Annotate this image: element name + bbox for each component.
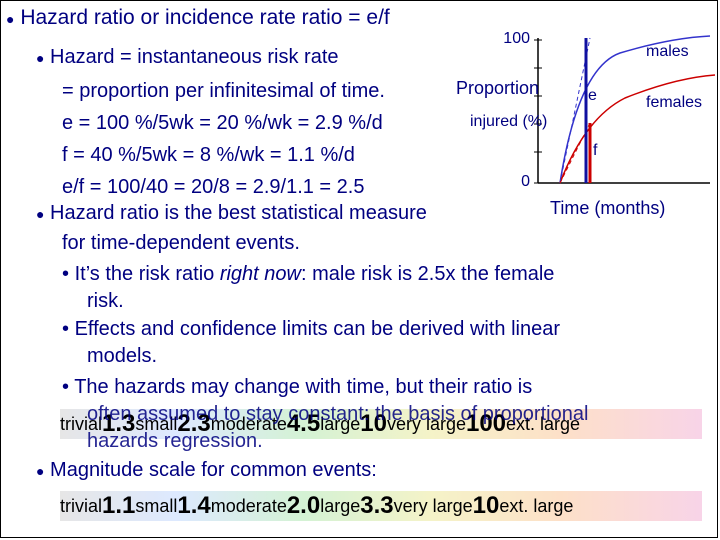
bullet-hazard-ratio: ● Hazard ratio is the best statistical m… [36,202,427,225]
magnitude-scale-common: trivial 1.1 small 1.4 moderate 2.0 large 3.3 ver… [60,491,702,521]
sub-bullet-risk-ratio: • It’s the risk ratio right now: male ri… [62,263,554,286]
scale-category: small [135,495,178,516]
scale-category: very large [386,413,466,434]
hazards-change-text: The hazards may change with time, but th… [74,376,533,398]
scale-threshold: 2.0 [286,492,321,519]
scale-threshold: 10 [472,492,500,519]
ratio-line: e/f = 100/40 = 20/8 = 2.9/1.1 = 2.5 [62,176,365,198]
bullet-magnitude: ● Magnitude scale for common events: [36,459,377,482]
y-label-1: Proportion [456,78,539,98]
risk-ratio-rest: : male risk is 2.5x the female [300,263,555,285]
magnitude-scale-ratio: trivial 1.3 small 2.3 moderate 4.5 large 10 very… [60,409,702,439]
right-now-text: right now [219,263,301,285]
scale-threshold: 1.3 [102,410,136,437]
e-label: e [588,87,597,104]
males-label: males [646,43,689,60]
sub-bullet-effects: • Effects and confidence limits can be d… [62,318,560,341]
scale-category: very large [393,495,473,516]
models-line: models. [87,345,158,367]
scale-category: trivial [60,413,103,434]
scale-category: trivial [60,495,103,516]
time-dependent-line: for time-dependent events. [62,232,300,254]
hazard-definition: Hazard = instantaneous risk rate [50,46,339,68]
males-tangent [559,37,591,184]
bullet-icon: ● [36,463,45,479]
scale-category: small [135,413,178,434]
dot-icon: • [62,376,70,398]
scale-category: moderate [210,495,287,516]
bullet-hazard: ● Hazard = instantaneous risk rate [36,46,339,69]
risk-line: risk. [87,290,124,312]
bullet-icon: ● [36,206,45,222]
title-line: ● Hazard ratio or incidence rate ratio =… [6,6,390,30]
constant-line: often assumed to stay constant: the basi… [87,403,589,425]
scale-threshold: 100 [465,410,507,437]
f-line: f = 40 %/5wk = 8 %/wk = 1.1 %/d [62,144,355,166]
bullet-icon: ● [36,50,45,66]
e-line: e = 100 %/5wk = 20 %/wk = 2.9 %/d [62,112,383,134]
scale-category: moderate [210,413,287,434]
scale-threshold: 10 [360,410,387,437]
magnitude-text: Magnitude scale for common events: [50,459,377,481]
scale-category: ext. large [499,495,574,516]
scale-category: ext. large [506,413,581,434]
females-curve [559,74,716,184]
proportion-line: = proportion per infinitesimal of time. [62,80,385,102]
scale-category: large [320,413,361,434]
scale-threshold: 1.1 [102,492,136,519]
scale-threshold: 3.3 [360,492,394,519]
scale-category: large [320,495,361,516]
f-label: f [593,142,598,159]
y-bottom-label: 0 [521,173,530,190]
dot-icon: • [62,263,70,285]
dot-icon: • [62,318,70,340]
females-label: females [646,94,702,111]
risk-ratio-text: It’s the risk ratio [74,263,215,285]
bullet-icon: ● [6,11,15,27]
y-top-label: 100 [503,30,530,47]
males-curve [559,35,711,184]
scale-threshold: 2.3 [177,410,211,437]
slide-title: Hazard ratio or incidence rate ratio = e… [20,6,390,29]
scale-threshold: 4.5 [286,410,321,437]
scale-threshold: 1.4 [177,492,211,519]
effects-text: Effects and confidence limits can be der… [74,318,561,340]
hazard-ratio-text: Hazard ratio is the best statistical mea… [50,202,427,224]
y-label-2: injured (%) [470,113,547,130]
hazard-chart: 100 0 Proportion injured (%) Time (month… [456,30,716,218]
sub-bullet-hazards-change: • The hazards may change with time, but … [62,376,532,399]
x-axis-label: Time (months) [550,198,665,218]
regression-line: hazards regression. [87,430,263,452]
